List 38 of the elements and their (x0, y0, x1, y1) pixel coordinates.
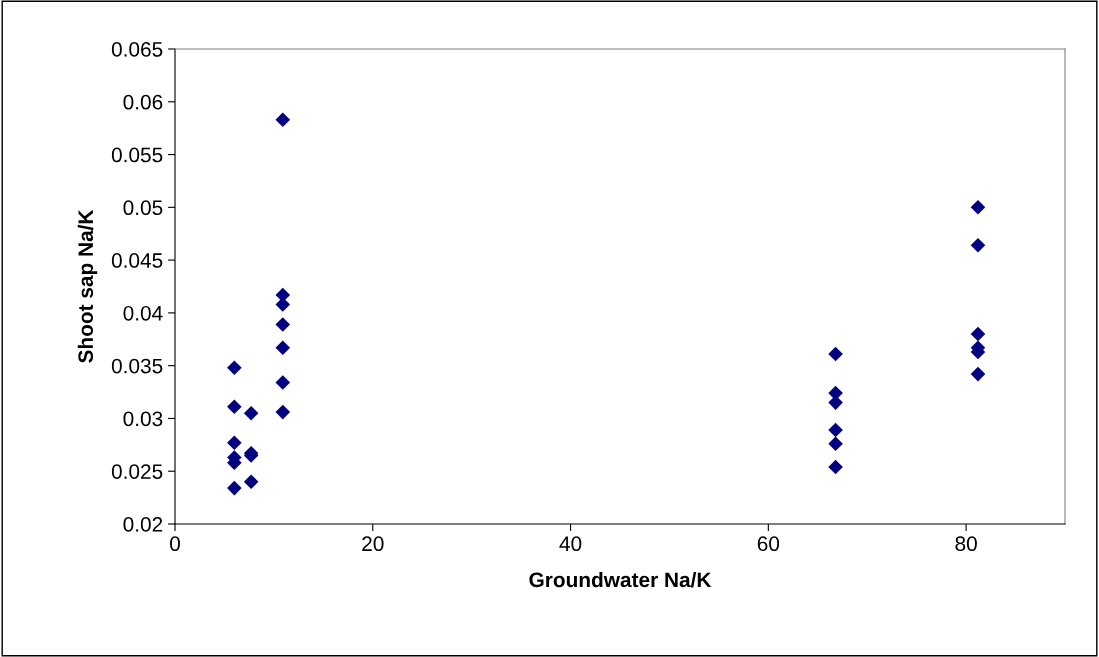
y-tick-label: 0.045 (111, 253, 163, 268)
point (828, 422, 843, 438)
point (970, 366, 986, 382)
x-tick-label: 0 (170, 536, 180, 552)
point (275, 375, 291, 390)
point (275, 112, 291, 128)
point (227, 480, 242, 496)
point (828, 459, 843, 475)
x-tick-label: 60 (757, 536, 780, 552)
y-axis-title: Shoot sap Na/K (77, 209, 98, 363)
point (227, 399, 242, 415)
point (828, 395, 843, 410)
point (275, 404, 291, 420)
point (243, 474, 259, 490)
x-tick-label: 40 (559, 536, 582, 552)
point (275, 297, 291, 312)
y-tick-label: 0.065 (111, 42, 163, 57)
point (828, 436, 843, 452)
y-tick-label: 0.055 (111, 147, 163, 163)
y-tick-label: 0.025 (111, 464, 163, 479)
x-axis-title: Groundwater Na/K (529, 571, 712, 588)
point (970, 238, 986, 253)
point (828, 346, 843, 362)
y-tick-label: 0.03 (123, 411, 163, 427)
x-tick-label: 80 (955, 536, 977, 552)
y-tick-label: 0.04 (123, 305, 163, 321)
point (275, 317, 291, 332)
y-tick-label: 0.02 (123, 517, 163, 532)
y-tick-label: 0.05 (123, 200, 163, 216)
point (227, 360, 242, 376)
x-tick-label: 20 (362, 536, 384, 552)
y-tick-label: 0.035 (111, 358, 163, 374)
point (970, 200, 986, 215)
point (275, 340, 291, 356)
point (970, 326, 986, 342)
point (243, 405, 259, 421)
point (227, 435, 242, 451)
y-tick-label: 0.06 (123, 94, 163, 110)
